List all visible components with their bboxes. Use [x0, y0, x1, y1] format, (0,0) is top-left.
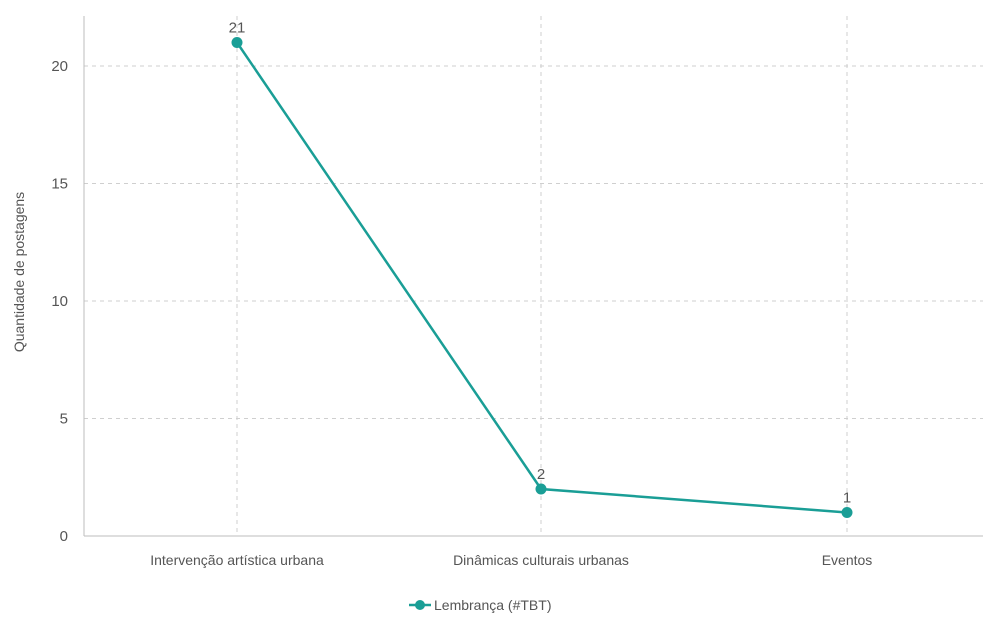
y-tick-label: 5 [60, 411, 68, 428]
legend-dot-marker [415, 600, 425, 610]
data-label: 21 [229, 20, 246, 37]
data-label: 2 [537, 466, 545, 483]
data-point[interactable] [535, 483, 547, 495]
axes [83, 16, 983, 537]
data-label: 1 [843, 490, 851, 507]
x-tick-label: Dinâmicas culturais urbanas [453, 552, 629, 568]
legend[interactable]: Lembrança (#TBT) [409, 597, 551, 613]
legend-series-name: Lembrança (#TBT) [434, 597, 551, 613]
x-tick-labels: Intervenção artística urbana Dinâmicas cu… [150, 552, 872, 568]
x-tick-label: Eventos [822, 552, 873, 568]
grid-lines [84, 16, 983, 536]
y-axis-label: Quantidade de postagens [11, 192, 27, 352]
x-tick-label: Intervenção artística urbana [150, 552, 324, 568]
series-layer [231, 37, 853, 518]
y-tick-label: 20 [51, 58, 68, 75]
data-point[interactable] [841, 507, 853, 518]
series-line [235, 41, 848, 514]
y-tick-label: 0 [60, 528, 68, 545]
y-tick-label: 10 [51, 293, 68, 310]
y-tick-label: 15 [51, 176, 68, 193]
y-tick-labels: 0 5 10 15 20 [51, 58, 68, 545]
data-point[interactable] [231, 37, 243, 48]
